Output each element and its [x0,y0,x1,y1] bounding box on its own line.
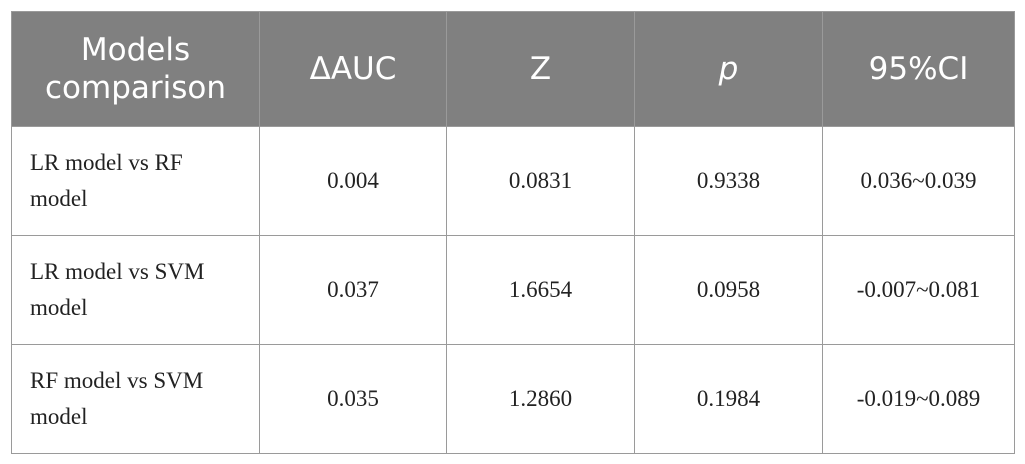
table-cell: 0.004 [259,126,447,236]
table-cell: 0.0958 [634,235,823,345]
table-body: LR model vs RF model 0.004 0.0831 0.9338 0.0… [11,126,1015,454]
table-cell: -0.019~0.089 [822,344,1015,454]
table-cell: 1.2860 [446,344,635,454]
table-cell: 1.6654 [446,235,635,345]
comparison-table: Models comparison ΔAUC Z p 95%CI LR mode… [11,11,1015,454]
table-cell: 0.036~0.039 [822,126,1015,236]
header-cell: 95%CI [822,11,1015,127]
header-row: Models comparison ΔAUC Z p 95%CI [11,11,1015,127]
header-cell: ΔAUC [259,11,447,127]
row-label: LR model vs RF model [11,126,260,236]
table-row: LR model vs RF model 0.004 0.0831 0.9338 0.0… [11,126,1015,236]
table-cell: 0.035 [259,344,447,454]
table-cell: 0.037 [259,235,447,345]
table-cell: 0.1984 [634,344,823,454]
table-row: RF model vs SVM model 0.035 1.2860 0.1984 -0… [11,344,1015,454]
header-cell: Models comparison [11,11,260,127]
header-cell: p [634,11,823,127]
table-cell: -0.007~0.081 [822,235,1015,345]
row-label: LR model vs SVM model [11,235,260,345]
row-label: RF model vs SVM model [11,344,260,454]
table-cell: 0.9338 [634,126,823,236]
table-row: LR model vs SVM model 0.037 1.6654 0.0958 -0… [11,235,1015,345]
header-cell: Z [446,11,635,127]
table-cell: 0.0831 [446,126,635,236]
